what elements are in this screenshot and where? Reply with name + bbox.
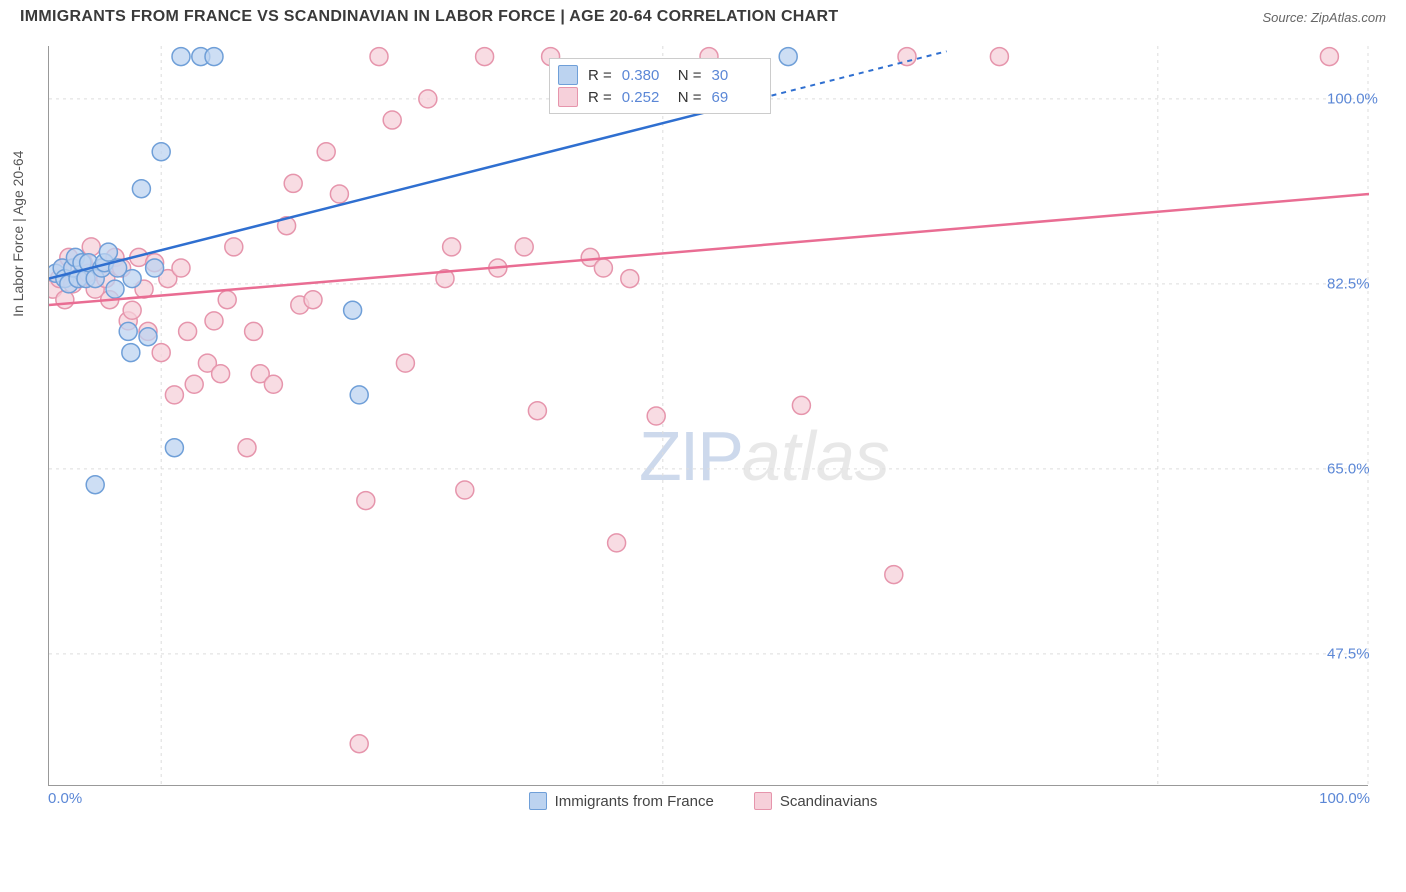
legend-swatch-scandinavian xyxy=(754,792,772,810)
ytick-label: 100.0% xyxy=(1327,90,1378,107)
swatch-scandinavian xyxy=(558,87,578,107)
legend: Immigrants from France Scandinavians xyxy=(0,792,1406,810)
legend-swatch-france xyxy=(529,792,547,810)
ytick-label: 47.5% xyxy=(1327,645,1370,662)
correlation-stats-box: R = 0.380 N = 30 R = 0.252 N = 69 xyxy=(549,58,771,114)
y-axis-label: In Labor Force | Age 20-64 xyxy=(10,151,26,317)
stats-row-france: R = 0.380 N = 30 xyxy=(558,65,758,85)
legend-item-france: Immigrants from France xyxy=(529,792,714,810)
stats-row-scandinavian: R = 0.252 N = 69 xyxy=(558,87,758,107)
chart-header: IMMIGRANTS FROM FRANCE VS SCANDINAVIAN I… xyxy=(0,0,1406,32)
swatch-france xyxy=(558,65,578,85)
legend-item-scandinavian: Scandinavians xyxy=(754,792,878,810)
chart-title: IMMIGRANTS FROM FRANCE VS SCANDINAVIAN I… xyxy=(20,8,838,26)
source-attribution: Source: ZipAtlas.com xyxy=(1262,10,1386,25)
ytick-label: 82.5% xyxy=(1327,275,1370,292)
ytick-label: 65.0% xyxy=(1327,460,1370,477)
plot-svg xyxy=(49,46,1369,786)
scatter-plot-area: ZIPatlas 47.5%65.0%82.5%100.0% R = 0.380… xyxy=(48,46,1368,786)
